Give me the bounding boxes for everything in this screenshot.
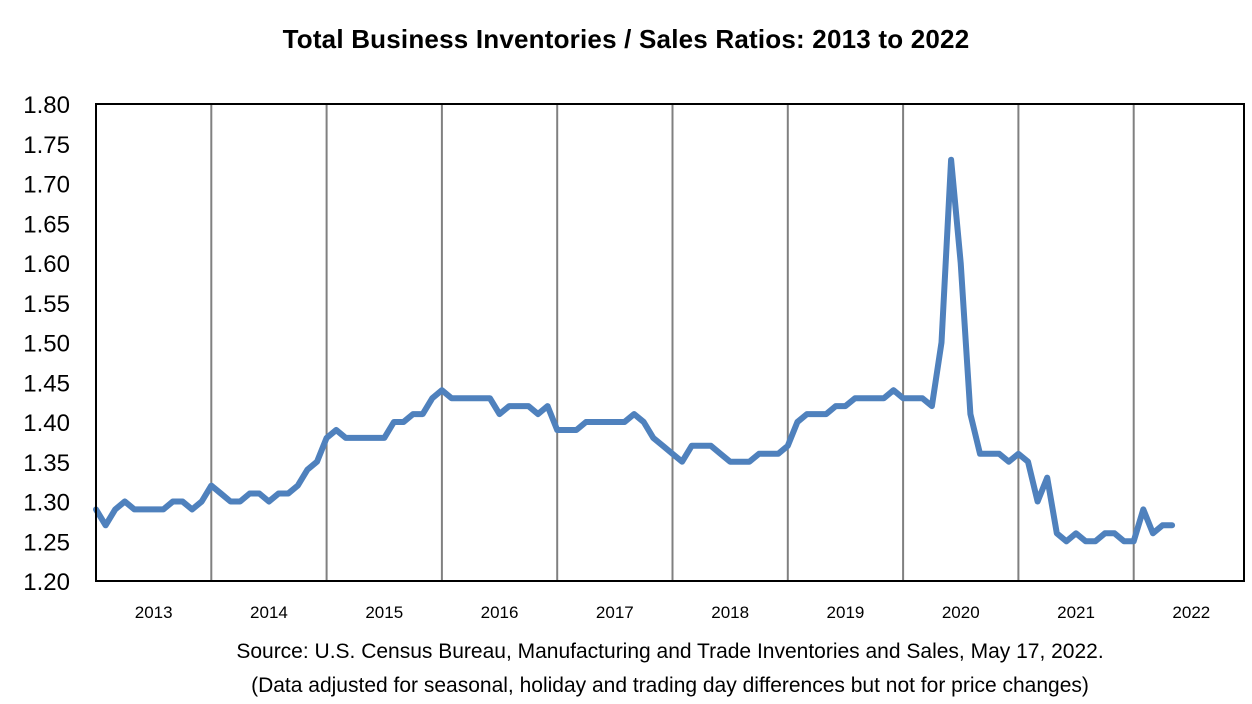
y-tick-label: 1.60 xyxy=(23,251,70,278)
y-tick-label: 1.40 xyxy=(23,410,70,437)
chart-title: Total Business Inventories / Sales Ratio… xyxy=(282,24,970,54)
x-tick-label: 2017 xyxy=(596,603,634,622)
x-tick-label: 2022 xyxy=(1172,603,1210,622)
line-chart: 1.80 1.75 1.70 1.65 1.60 1.55 1.50 1.45 1.40 1.35… xyxy=(23,92,1245,622)
x-tick-label: 2015 xyxy=(365,603,403,622)
y-tick-label: 1.35 xyxy=(23,450,70,477)
grid-lines xyxy=(210,104,1135,581)
x-tick-label: 2018 xyxy=(711,603,749,622)
series-line xyxy=(93,156,1176,545)
series-layer xyxy=(93,156,1176,545)
x-tick-label: 2016 xyxy=(481,603,519,622)
x-tick-label: 2014 xyxy=(250,603,288,622)
y-tick-label: 1.50 xyxy=(23,331,70,358)
x-tick-label: 2013 xyxy=(135,603,173,622)
x-tick-label: 2021 xyxy=(1057,603,1095,622)
plot-frame xyxy=(95,103,1245,582)
x-tick-label: 2019 xyxy=(827,603,865,622)
y-tick-label: 1.55 xyxy=(23,291,70,318)
y-tick-label: 1.75 xyxy=(23,132,70,159)
y-tick-label: 1.25 xyxy=(23,529,70,556)
x-axis-ticks: 2013 2014 2015 2016 2017 2018 2019 2020 2021 2022 xyxy=(135,603,1211,622)
source-note: Source: U.S. Census Bureau, Manufacturin… xyxy=(236,640,1104,663)
adjustment-note: (Data adjusted for seasonal, holiday and… xyxy=(251,674,1089,697)
y-axis-ticks: 1.80 1.75 1.70 1.65 1.60 1.55 1.50 1.45 1.40 1.35… xyxy=(23,92,70,596)
y-tick-label: 1.45 xyxy=(23,370,70,397)
y-tick-label: 1.30 xyxy=(23,490,70,517)
y-tick-label: 1.20 xyxy=(23,569,70,596)
x-tick-label: 2020 xyxy=(942,603,980,622)
y-tick-label: 1.70 xyxy=(23,172,70,199)
y-tick-label: 1.65 xyxy=(23,211,70,238)
y-tick-label: 1.80 xyxy=(23,92,70,119)
